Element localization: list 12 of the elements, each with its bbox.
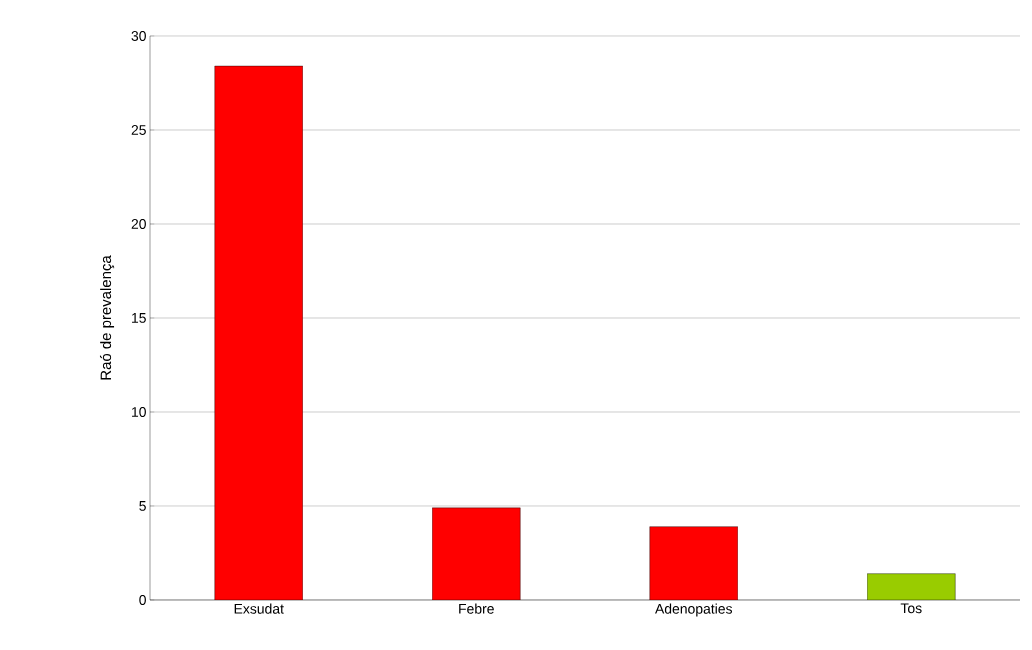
y-tick-label: 15 — [132, 313, 146, 323]
y-tick-label: 20 — [131, 219, 146, 229]
x-tick-label: Febre — [459, 603, 494, 614]
x-tick-label: Exsudat — [234, 603, 284, 614]
y-tick-label: 5 — [139, 501, 146, 511]
x-tick-label: Adenopaties — [655, 603, 733, 617]
y-axis-title: Raó de prevalença — [99, 255, 115, 380]
y-tick-label: 30 — [131, 31, 146, 41]
y-tick-label: 10 — [132, 407, 146, 417]
x-tick-label: Tos — [900, 603, 922, 614]
y-tick-label: 0 — [139, 595, 146, 605]
y-tick-label: 25 — [131, 125, 146, 135]
